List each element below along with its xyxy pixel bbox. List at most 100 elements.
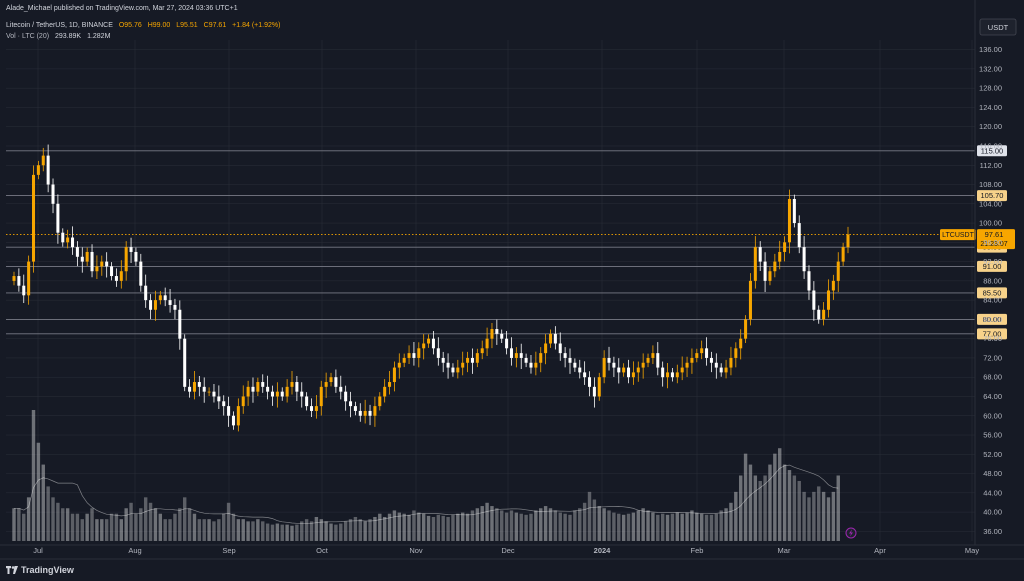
candle-body: [402, 357, 406, 363]
candle-body: [651, 353, 655, 358]
volume-bar: [646, 510, 650, 541]
volume-bar: [500, 510, 504, 541]
lightning-icon[interactable]: [845, 527, 857, 539]
candle-body: [758, 247, 762, 262]
price-tick-label: 40.00: [983, 508, 1002, 517]
volume-bar: [70, 513, 75, 541]
volume-bar: [163, 519, 167, 541]
level-tag-label: 115.00: [981, 146, 1003, 155]
candle-body: [514, 353, 518, 358]
candle-body: [75, 247, 79, 257]
candle-body: [441, 357, 445, 363]
volume-bar: [51, 497, 55, 541]
volume-bar: [768, 464, 772, 541]
candle-body: [778, 251, 782, 262]
candle-body: [719, 367, 723, 373]
candle-body: [222, 401, 226, 407]
volume-bar: [578, 508, 582, 541]
candle-body: [763, 261, 767, 281]
candle-body: [388, 382, 392, 387]
symbol-title[interactable]: Litecoin / TetherUS, 1D, BINANCE: [6, 22, 113, 29]
time-axis[interactable]: Jul Aug Sep Oct Nov Dec 2024 Feb Mar Apr May: [0, 544, 1024, 560]
volume-bar: [100, 519, 104, 541]
volume-bar: [382, 516, 387, 541]
currency-badge[interactable]: USDT: [979, 18, 1017, 36]
candle-body: [295, 382, 299, 392]
volume-bar: [300, 521, 304, 541]
price-tick-label: 104.00: [979, 199, 1002, 208]
candle-body: [178, 309, 182, 339]
price-tick-label: 80.00: [983, 315, 1002, 324]
candle-body: [202, 386, 206, 392]
candle-body: [241, 396, 245, 407]
candle-body: [436, 348, 440, 358]
candle-body: [246, 386, 250, 397]
candle-body: [119, 271, 123, 281]
candle-body: [705, 348, 709, 358]
candle-body: [383, 386, 387, 397]
volume-bar: [353, 516, 358, 541]
tradingview-brand: TradingView: [21, 565, 74, 575]
volume-bar: [256, 519, 260, 541]
volume-bar: [451, 514, 455, 541]
volume-bar: [139, 508, 143, 541]
candle-body: [183, 338, 187, 387]
volume-bar: [504, 512, 509, 541]
candle-body: [680, 367, 684, 373]
legend-volume[interactable]: Vol · LTC (20) 293.89K 1.282M: [6, 32, 114, 41]
candle-body: [12, 276, 16, 281]
currency-badge-label: USDT: [988, 23, 1009, 32]
candle-body: [597, 377, 601, 397]
price-axis[interactable]: 36.00 40.00 44.00 48.00 52.00 56.00 60.00 64.00…: [974, 0, 1002, 545]
candle-body: [612, 362, 616, 368]
candle-body: [173, 304, 177, 310]
volume-bar: [514, 512, 519, 541]
volume-bar: [436, 514, 441, 541]
candle-body: [524, 357, 528, 363]
candle-body: [475, 353, 479, 363]
volume-bar: [90, 508, 94, 541]
volume-bar: [690, 510, 694, 541]
candle-body: [812, 290, 816, 310]
symbol-tag-label: LTCUSDT: [942, 232, 974, 239]
level-tag: [977, 287, 1007, 299]
legend-ohlc[interactable]: Litecoin / TetherUS, 1D, BINANCE O95.76 …: [6, 21, 284, 30]
candle-body: [826, 290, 831, 310]
candle-body: [22, 285, 26, 296]
volume-bar: [314, 516, 319, 541]
volume-bar: [378, 513, 382, 541]
candle-body: [17, 276, 21, 286]
candle-body: [592, 386, 596, 397]
candle-body: [636, 367, 640, 373]
volume-bar: [738, 475, 743, 541]
candle-body: [290, 382, 294, 387]
volume-bar: [778, 448, 782, 541]
price-tick-label: 76.00: [983, 334, 1002, 343]
candle-body: [256, 382, 260, 392]
volume-bar: [714, 513, 719, 541]
volume-bar: [339, 523, 343, 541]
volume-bar: [782, 464, 787, 541]
volume-bar: [207, 519, 211, 541]
volume-bar: [480, 506, 484, 541]
candle-body: [46, 155, 50, 185]
volume-bar: [417, 512, 421, 541]
candle-body: [212, 391, 216, 397]
candle-body: [431, 338, 435, 349]
volume-bar: [446, 516, 450, 541]
volume-bar: [246, 521, 250, 541]
volume-bar: [636, 510, 640, 541]
candle-body: [485, 338, 489, 349]
candle-body: [666, 372, 670, 378]
ohlc-change: +1.84 (+1.92%): [232, 22, 281, 29]
volume-bar: [524, 514, 528, 541]
volume-bar: [534, 510, 538, 541]
footer-branding[interactable]: TradingView: [6, 565, 74, 575]
price-tick-label: 36.00: [983, 527, 1002, 536]
volume-bar: [587, 491, 592, 541]
candle-body: [617, 367, 621, 373]
volume-bar: [241, 519, 245, 541]
volume-ma-line: [14, 464, 839, 524]
volume-bar: [656, 514, 660, 541]
